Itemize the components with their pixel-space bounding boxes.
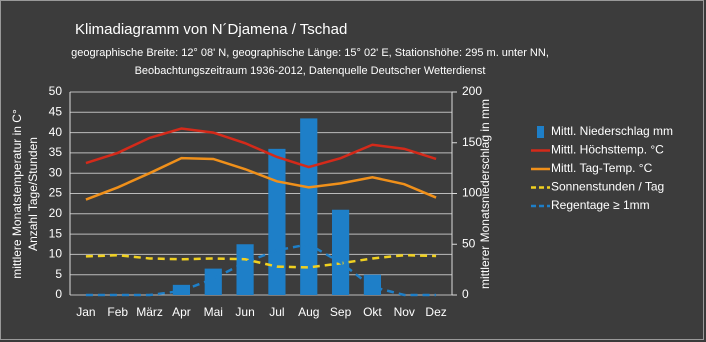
y-tick-label: 50: [49, 84, 63, 98]
y-tick-label: 35: [49, 145, 63, 159]
y-tick-label: 0: [55, 287, 62, 301]
x-tick-label: Apr: [172, 305, 191, 319]
x-tick-label: Sep: [330, 305, 352, 319]
subtitle: Beobachtungszeitraum 1936-2012, Datenque…: [135, 65, 486, 77]
x-tick-label: Jun: [235, 305, 254, 319]
bar: [363, 274, 382, 295]
line: [85, 253, 437, 269]
x-tick-label: Okt: [363, 305, 382, 319]
y2-tick-label: 0: [462, 287, 469, 301]
bar: [236, 244, 254, 295]
x-tick-label: Jan: [76, 305, 95, 319]
y2-tick-label: 100: [462, 186, 482, 200]
y-axis-label: Anzahl Tage/Stunden: [26, 137, 40, 251]
x-tick-label: Mai: [204, 305, 223, 319]
y2-axis-label: mittlerer Monatsniederschlag in mm: [478, 99, 492, 289]
legend-label: Mittl. Tag-Temp. °C: [551, 161, 653, 175]
bar: [300, 118, 318, 295]
y-tick-label: 15: [49, 226, 63, 240]
y-tick-label: 25: [49, 186, 63, 200]
line: [85, 127, 437, 169]
subtitle: geographische Breite: 12° 08' N, geograp…: [71, 47, 549, 59]
bar: [331, 209, 350, 295]
x-tick-label: Feb: [107, 305, 128, 319]
y-tick-label: 5: [55, 267, 62, 281]
x-tick-label: März: [136, 305, 163, 319]
legend-label: Mittl. Niederschlag mm: [551, 124, 673, 138]
x-tick-label: Dez: [425, 305, 446, 319]
line: [85, 156, 437, 201]
y-axis-label: mittlere Monatstemperatur in C°: [10, 109, 24, 279]
legend-label: Sonnenstunden / Tag: [551, 180, 664, 194]
bar: [268, 148, 286, 295]
x-tick-label: Jul: [269, 305, 284, 319]
x-tick-label: Aug: [298, 305, 319, 319]
y-tick-label: 40: [49, 125, 63, 139]
legend-label: Mittl. Höchsttemp. °C: [551, 143, 664, 157]
legend-label: Regentage ≥ 1mm: [551, 198, 650, 212]
y2-tick-label: 150: [462, 135, 482, 149]
y-tick-label: 10: [49, 247, 63, 261]
x-tick-label: Nov: [394, 305, 415, 319]
legend-swatch: [537, 126, 544, 138]
chart-title: Klimadiagramm von N´Djamena / Tschad: [75, 21, 347, 38]
line: [85, 242, 437, 297]
y-tick-label: 45: [49, 104, 63, 118]
y-tick-label: 30: [49, 165, 63, 179]
y2-tick-label: 200: [462, 84, 482, 98]
y-tick-label: 20: [49, 206, 63, 220]
y2-tick-label: 50: [462, 236, 476, 250]
